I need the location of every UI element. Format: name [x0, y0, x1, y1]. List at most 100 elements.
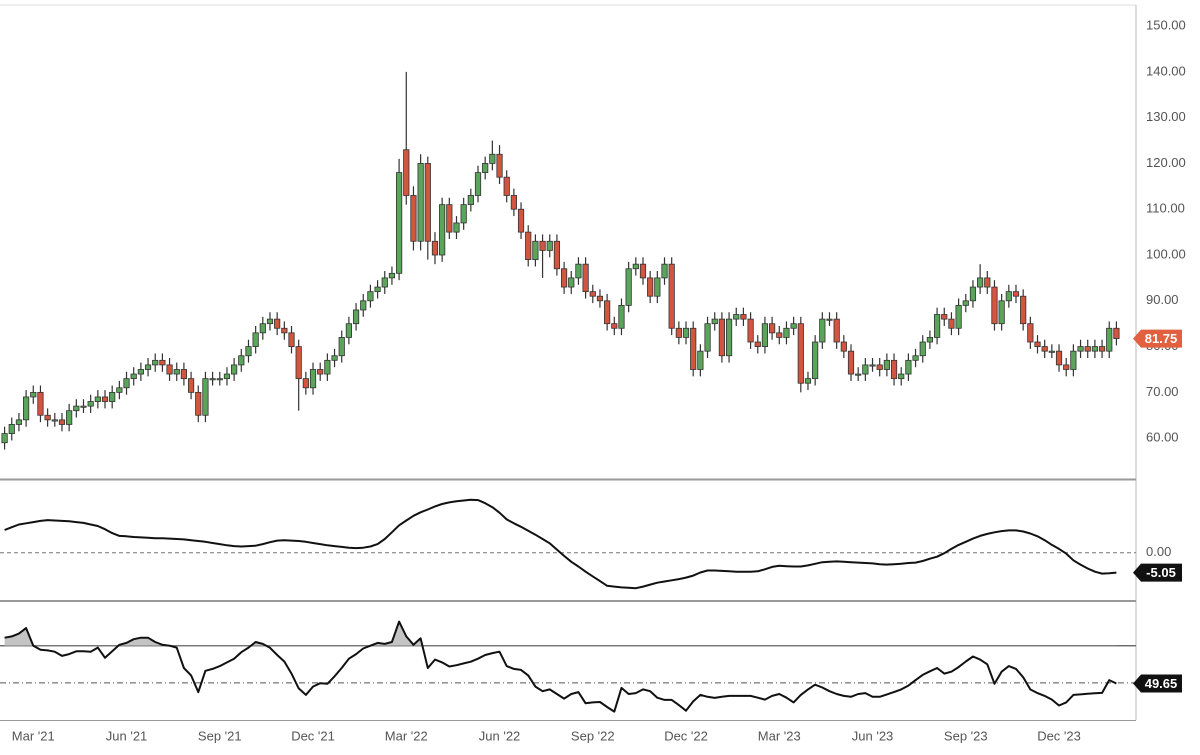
candle-body — [302, 378, 309, 389]
candle-body — [1020, 295, 1027, 325]
candle-body — [546, 240, 553, 251]
candle-body — [252, 332, 259, 347]
candle-body — [919, 341, 926, 357]
candle-body — [675, 327, 682, 338]
candle-body — [819, 318, 826, 343]
candle-body — [216, 378, 223, 381]
candle-body — [388, 272, 396, 279]
candle-body — [1, 433, 8, 444]
x-tick-label: Jun '23 — [852, 728, 894, 743]
candle-body — [826, 318, 833, 321]
candle-body — [37, 391, 44, 416]
candle-body — [1005, 291, 1012, 302]
candle-body — [259, 323, 266, 334]
candle-body — [410, 195, 417, 242]
candle-body — [58, 419, 66, 425]
candle-body — [144, 364, 152, 370]
candle-body — [553, 240, 561, 270]
candle-body — [482, 163, 489, 173]
candle-body — [130, 373, 137, 380]
candle-body — [173, 369, 180, 375]
candle-body — [137, 369, 144, 375]
candle-body — [338, 337, 345, 357]
candle-body — [87, 401, 94, 407]
candle-body — [890, 359, 898, 380]
value-badge-label: -5.05 — [1146, 565, 1176, 580]
candle-body — [396, 172, 403, 274]
x-tick-label: Mar '21 — [12, 728, 55, 743]
candle-body — [517, 208, 525, 233]
x-tick-label: Dec '23 — [1037, 728, 1081, 743]
candle-body — [589, 291, 596, 297]
candle-body — [417, 163, 424, 242]
candle-body — [274, 318, 281, 329]
candle-body — [596, 295, 604, 302]
candle-body — [941, 314, 948, 320]
candle-body — [23, 396, 30, 421]
y-tick-label: 0.00 — [1146, 544, 1171, 559]
candle-body — [116, 387, 123, 393]
candle-body — [266, 318, 274, 325]
candle-body — [1012, 291, 1020, 297]
candle-body — [424, 163, 431, 242]
value-badge-label: 81.75 — [1145, 331, 1178, 346]
x-tick-label: Sep '21 — [198, 728, 242, 743]
candle-body — [711, 318, 718, 325]
candle-body — [926, 337, 934, 343]
candle-body — [668, 263, 675, 329]
candle-body — [582, 263, 589, 293]
candle-body — [840, 341, 847, 352]
candle-body — [238, 355, 245, 366]
candle-body — [747, 318, 754, 343]
candle-body — [1063, 364, 1070, 370]
candle-body — [1077, 346, 1084, 352]
candle-body — [812, 341, 819, 380]
candle-body — [295, 346, 302, 380]
x-tick-label: Mar '23 — [758, 728, 801, 743]
candle-body — [374, 286, 381, 293]
candle-body — [977, 277, 984, 288]
candle-body — [697, 350, 704, 370]
candle-body — [489, 153, 496, 164]
candle-body — [187, 378, 195, 393]
candle-body — [8, 424, 15, 434]
y-tick-label: 130.00 — [1146, 109, 1186, 124]
candle-body — [912, 355, 919, 361]
candle-body — [15, 419, 23, 425]
candle-body — [625, 268, 632, 306]
candle-body — [804, 378, 812, 384]
candle-body — [1055, 350, 1063, 366]
candle-body — [933, 314, 941, 338]
candle-body — [66, 410, 73, 425]
candle-body — [611, 323, 618, 329]
candle-body — [30, 391, 37, 398]
candle-body — [733, 314, 740, 320]
candle-body — [955, 304, 962, 329]
y-tick-label: 140.00 — [1146, 63, 1186, 78]
y-tick-label: 110.00 — [1146, 201, 1185, 216]
candle-body — [152, 359, 159, 366]
candle-body — [467, 195, 474, 206]
candle-body — [281, 327, 288, 334]
candle-body — [1091, 346, 1098, 352]
candle-body — [776, 332, 783, 338]
candle-body — [51, 419, 58, 422]
candle-body — [460, 204, 467, 224]
candle-body — [661, 263, 668, 279]
candle-body — [869, 364, 876, 367]
candle-body — [360, 300, 367, 311]
candle-body — [740, 314, 747, 320]
x-tick-label: Dec '21 — [291, 728, 335, 743]
candle-body — [797, 323, 804, 384]
candle-body — [790, 323, 797, 329]
candle-body — [969, 286, 977, 302]
candle-body — [496, 153, 503, 178]
candle-body — [1027, 323, 1034, 343]
y-tick-label: 90.00 — [1146, 292, 1179, 307]
candle-body — [503, 176, 510, 196]
candle-body — [876, 364, 883, 370]
y-tick-label: 60.00 — [1146, 430, 1179, 445]
x-tick-label: Jun '22 — [479, 728, 521, 743]
